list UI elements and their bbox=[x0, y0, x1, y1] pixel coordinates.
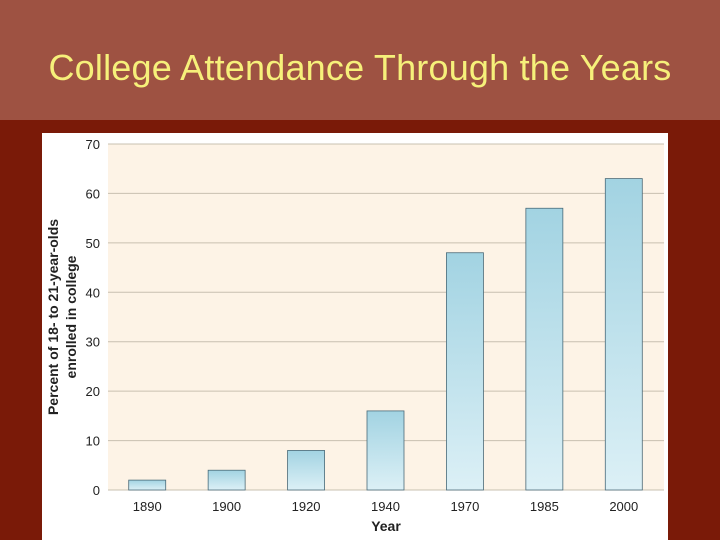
y-axis-title-line-2: enrolled in college bbox=[63, 255, 79, 378]
x-tick-label: 1985 bbox=[530, 499, 559, 514]
bar-1920 bbox=[287, 450, 325, 491]
bars bbox=[128, 178, 643, 491]
y-axis-title: Percent of 18- to 21-year-olds enrolled … bbox=[45, 219, 79, 415]
slide-title: College Attendance Through the Years bbox=[48, 47, 672, 88]
y-axis-title-line-1: Percent of 18- to 21-year-olds bbox=[45, 219, 61, 415]
bar-chart: 0 10 20 30 40 50 60 70 1890 1900 1920 1940 1970 1985… bbox=[45, 137, 664, 534]
x-tick-label: 1920 bbox=[292, 499, 321, 514]
y-tick-label: 10 bbox=[86, 434, 100, 449]
slide-title-bar: College Attendance Through the Years bbox=[0, 0, 720, 120]
bar-1940 bbox=[366, 410, 405, 491]
x-tick-label: 2000 bbox=[609, 499, 638, 514]
y-tick-label: 30 bbox=[86, 335, 100, 350]
y-tick-label: 50 bbox=[86, 236, 100, 251]
y-tick-label: 60 bbox=[86, 186, 100, 201]
x-axis-title: Year bbox=[371, 518, 401, 534]
x-tick-label: 1900 bbox=[212, 499, 241, 514]
bar-1970 bbox=[446, 252, 484, 491]
x-axis-ticks: 1890 1900 1920 1940 1970 1985 2000 bbox=[133, 499, 638, 514]
y-axis-ticks: 0 10 20 30 40 50 60 70 bbox=[86, 137, 100, 498]
bar-1900 bbox=[207, 469, 246, 491]
bar-1890 bbox=[128, 479, 167, 491]
bar-1985 bbox=[525, 207, 564, 491]
x-tick-label: 1970 bbox=[450, 499, 479, 514]
y-tick-label: 0 bbox=[93, 483, 100, 498]
bar-2000 bbox=[604, 178, 643, 491]
y-tick-label: 20 bbox=[86, 384, 100, 399]
x-tick-label: 1890 bbox=[133, 499, 162, 514]
y-tick-label: 70 bbox=[86, 137, 100, 152]
x-tick-label: 1940 bbox=[371, 499, 400, 514]
y-tick-label: 40 bbox=[86, 285, 100, 300]
chart-card: 0 10 20 30 40 50 60 70 1890 1900 1920 1940 1970 1985… bbox=[42, 133, 668, 540]
